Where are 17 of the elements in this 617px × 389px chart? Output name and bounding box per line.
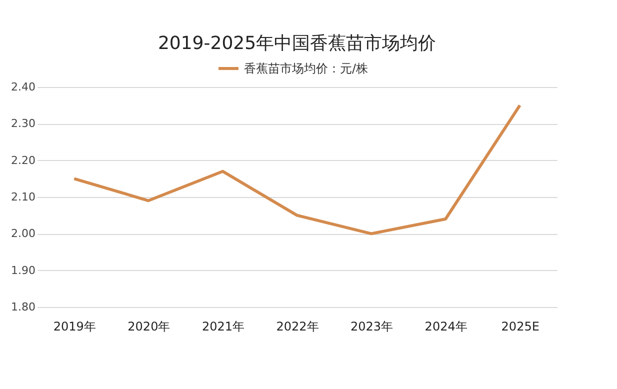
legend-label: 香蕉苗市场均价：元/株 (244, 62, 368, 76)
y-tick-label: 2.10 (11, 190, 36, 204)
x-tick-label: 2022年 (276, 320, 319, 334)
y-tick-label: 2.40 (11, 80, 36, 94)
y-tick-label: 2.30 (11, 117, 36, 130)
y-tick-label: 1.90 (11, 264, 36, 277)
x-tick-label: 2023年 (350, 320, 394, 334)
chart-title: 2019-2025年中国香蕉苗市场均价 (158, 33, 436, 54)
y-tick-label: 2.00 (11, 227, 36, 240)
x-tick-label: 2025E (501, 320, 540, 334)
x-tick-label: 2019年 (53, 320, 96, 334)
x-tick-label: 2020年 (128, 320, 170, 334)
y-tick-label: 1.80 (11, 300, 36, 314)
line-series (72, 104, 522, 236)
x-tick-label: 2021年 (202, 320, 244, 334)
y-tick-label: 2.20 (11, 154, 36, 167)
x-tick-label: 2024年 (424, 320, 468, 334)
